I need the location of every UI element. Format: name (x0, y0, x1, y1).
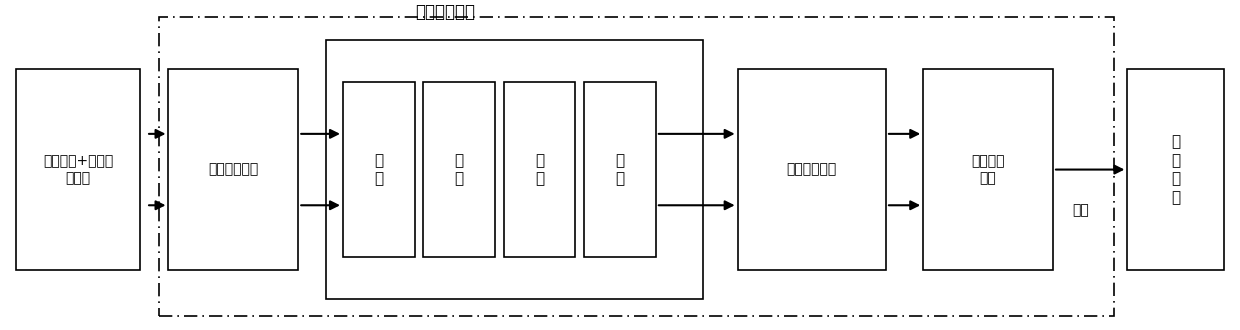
FancyBboxPatch shape (16, 69, 140, 270)
Text: 供电: 供电 (1071, 203, 1089, 217)
FancyBboxPatch shape (1127, 69, 1224, 270)
FancyBboxPatch shape (343, 82, 414, 257)
FancyBboxPatch shape (503, 82, 575, 257)
Text: 信号组合单元: 信号组合单元 (208, 163, 258, 177)
FancyBboxPatch shape (423, 82, 495, 257)
FancyBboxPatch shape (738, 69, 887, 270)
Text: 局部放电+振动检
测探头: 局部放电+振动检 测探头 (43, 154, 113, 185)
Text: 稳
压: 稳 压 (455, 153, 464, 186)
Text: 监
测
主
机: 监 测 主 机 (1171, 134, 1180, 205)
Text: 信号处理单元: 信号处理单元 (415, 3, 475, 21)
Text: 限
幅: 限 幅 (374, 153, 383, 186)
FancyBboxPatch shape (584, 82, 656, 257)
Text: 放
大: 放 大 (534, 153, 544, 186)
Text: 信号保护单元: 信号保护单元 (786, 163, 837, 177)
FancyBboxPatch shape (923, 69, 1053, 270)
FancyBboxPatch shape (169, 69, 299, 270)
Text: 滤
波: 滤 波 (615, 153, 625, 186)
FancyBboxPatch shape (326, 40, 703, 299)
Text: 匹配输出
单元: 匹配输出 单元 (971, 154, 1004, 185)
